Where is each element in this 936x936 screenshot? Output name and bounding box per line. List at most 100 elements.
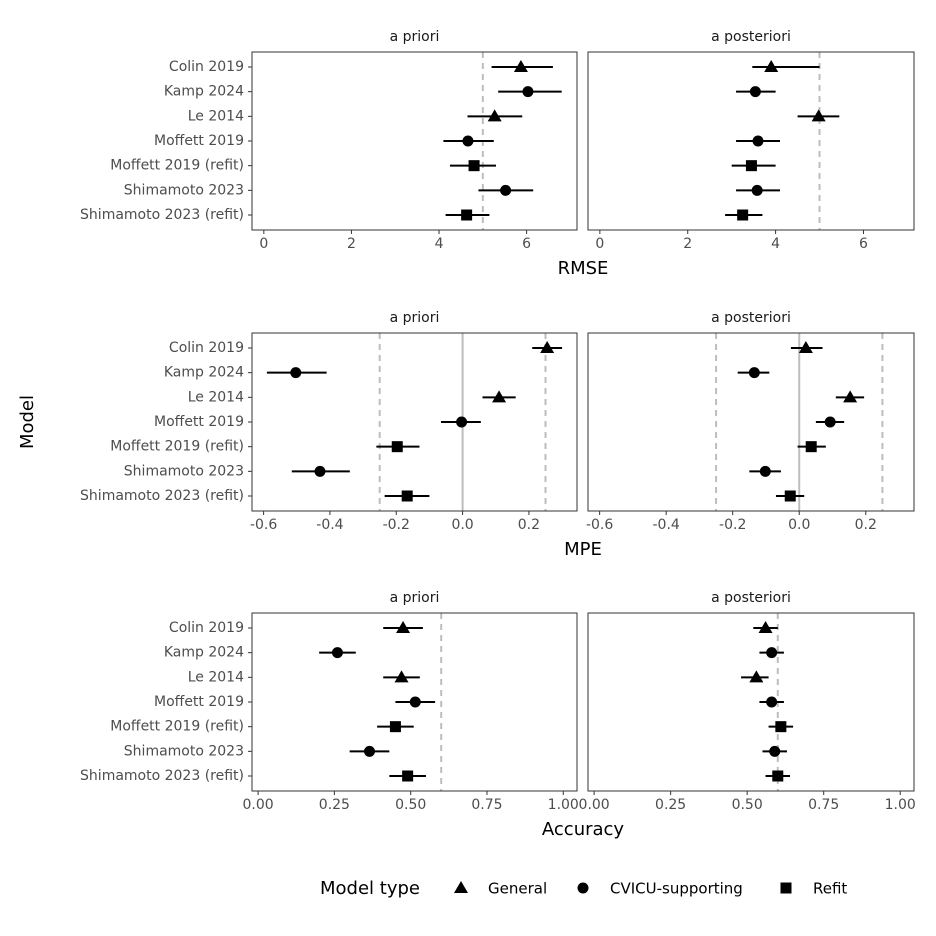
y-tick-label: Colin 2019 [169,340,244,356]
point [290,367,302,379]
y-tick-label: Moffett 2019 (refit) [110,719,244,735]
x-tick-label: 0.75 [808,797,839,813]
x-axis-title: RMSE [558,258,609,279]
point [758,621,773,633]
y-tick-label: Moffett 2019 [154,133,244,149]
panel-border [587,332,915,512]
x-tick-label: 6 [522,236,531,252]
y-tick-label: Shimamoto 2023 [124,463,244,479]
point [314,465,326,477]
point [749,86,761,98]
point [363,745,375,757]
point [396,621,411,633]
panel-title: a posteriori [711,310,791,326]
legend-label: Refit [813,880,847,898]
x-tick-label: -0.4 [653,517,680,533]
x-tick-label: -0.4 [316,517,343,533]
point [513,60,528,72]
x-tick-label: -0.6 [586,517,613,533]
x-tick-label: 0.25 [655,797,686,813]
point [487,109,502,122]
x-tick-label: 0 [595,236,604,252]
panel [252,52,577,230]
panel-title: a priori [390,310,440,326]
x-tick-label: -0.2 [719,517,746,533]
point [766,696,778,708]
point [759,465,771,477]
x-tick-label: 0.75 [471,797,502,813]
point [769,745,781,757]
y-tick-label: Shimamoto 2023 (refit) [80,207,244,223]
point [748,367,760,379]
y-tick-label: Le 2014 [188,669,244,685]
point [461,209,473,221]
point [775,721,787,733]
point [749,670,764,683]
y-tick-label: Moffett 2019 [154,694,244,710]
y-tick-label: Le 2014 [188,108,244,124]
point [766,647,778,659]
y-tick-label: Colin 2019 [169,59,244,75]
legend-title: Model type [320,878,420,899]
x-tick-label: 6 [859,236,868,252]
x-tick-label: 0.50 [732,797,763,813]
point [401,490,413,502]
point [843,390,858,403]
panel-title: a posteriori [711,590,791,606]
x-axis-title: Accuracy [542,819,625,840]
point [468,160,480,172]
x-tick-label: 0.00 [243,797,274,813]
x-tick-label: 1.00 [885,797,916,813]
y-tick-label: Shimamoto 2023 (refit) [80,488,244,504]
point [745,160,757,172]
point [737,209,749,221]
x-tick-label: 0.50 [395,797,426,813]
y-tick-label: Shimamoto 2023 [124,743,244,759]
point [456,416,468,428]
x-tick-label: 0.2 [518,517,540,533]
point [751,184,763,196]
panel [252,333,577,511]
point [402,770,414,782]
x-tick-label: 2 [683,236,692,252]
point [331,647,343,659]
panel-border [251,51,578,231]
point [394,670,409,683]
legend-key [780,882,792,894]
legend-label: CVICU-supporting [610,880,743,898]
panel-title: a priori [390,29,440,45]
x-tick-label: 2 [347,236,356,252]
x-tick-label: 0 [259,236,268,252]
y-tick-label: Kamp 2024 [164,645,244,661]
point [811,109,826,122]
y-tick-label: Shimamoto 2023 (refit) [80,768,244,784]
y-tick-label: Kamp 2024 [164,365,244,381]
x-tick-label: 0.0 [788,517,810,533]
panel-border [587,612,915,792]
y-tick-label: Colin 2019 [169,620,244,636]
panel-border [251,332,578,512]
panel [588,613,914,791]
x-tick-label: 1.00 [548,797,579,813]
y-tick-label: Moffett 2019 (refit) [110,158,244,174]
panel-border [587,51,915,231]
legend-label: General [488,880,547,898]
x-tick-label: 0.00 [579,797,610,813]
legend-key [577,882,589,894]
x-tick-label: 0.2 [855,517,877,533]
point [522,86,534,98]
point [784,490,796,502]
x-tick-label: 4 [771,236,780,252]
y-tick-label: Moffett 2019 [154,414,244,430]
point [492,390,507,403]
x-tick-label: 0.0 [451,517,473,533]
panel-border [251,612,578,792]
x-axis-title: MPE [564,539,602,560]
legend-key [454,881,468,893]
point [824,416,836,428]
y-tick-label: Shimamoto 2023 [124,182,244,198]
point [805,441,817,453]
point [540,341,555,353]
panel-title: a priori [390,590,440,606]
